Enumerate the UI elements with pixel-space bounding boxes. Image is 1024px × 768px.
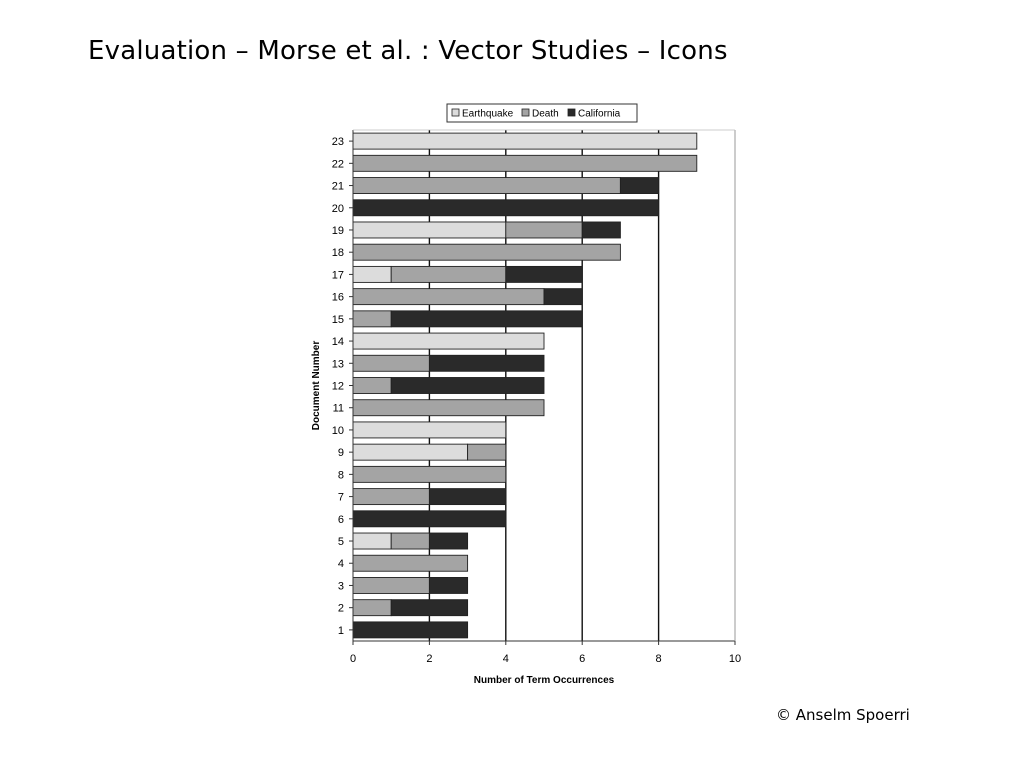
x-tick-label: 8 xyxy=(656,653,662,665)
y-tick-label: 11 xyxy=(333,403,344,415)
bar-segment-earthquake-doc-19 xyxy=(352,221,507,239)
y-axis-label: Document Number xyxy=(311,341,322,431)
y-tick-label: 22 xyxy=(332,158,344,170)
y-tick-label: 13 xyxy=(332,358,344,370)
y-tick-label: 16 xyxy=(332,292,344,304)
y-tick-label: 14 xyxy=(332,336,344,348)
bar-segment-california-doc-15 xyxy=(390,310,583,328)
bar-segment-death-doc-21 xyxy=(352,177,621,194)
y-tick-label: 7 xyxy=(338,492,344,504)
y-tick-label: 1 xyxy=(338,625,344,637)
bar-segment-earthquake-doc-17 xyxy=(352,265,392,283)
bar-segment-california-doc-13 xyxy=(428,354,545,372)
bar-segment-death-doc-4 xyxy=(352,554,469,572)
bar-segment-california-doc-5 xyxy=(428,532,469,550)
bar-segment-california-doc-7 xyxy=(428,488,507,506)
x-tick-label: 2 xyxy=(426,653,432,665)
bar-segment-death-doc-9 xyxy=(467,443,507,461)
bar-segment-california-doc-1 xyxy=(352,621,469,639)
x-axis-label: Number of Term Occurrences xyxy=(474,675,615,686)
legend-swatch-death xyxy=(521,108,530,117)
bar-segment-death-doc-5 xyxy=(390,532,430,550)
y-tick-label: 19 xyxy=(332,225,344,237)
chart-bars xyxy=(352,132,698,639)
y-tick-label: 17 xyxy=(332,269,344,281)
bar-segment-death-doc-19 xyxy=(505,221,583,239)
bar-segment-california-doc-2 xyxy=(390,599,469,617)
bar-segment-california-doc-19 xyxy=(581,221,621,239)
y-tick-label: 20 xyxy=(332,203,344,215)
bar-segment-california-doc-3 xyxy=(428,577,469,594)
bar-segment-earthquake-doc-14 xyxy=(352,332,545,350)
legend-label-california: California xyxy=(578,109,621,120)
x-tick-labels: 0 2 4 6 8 10 xyxy=(350,641,741,665)
stacked-bar-chart: Earthquake Death California 12345678910111… xyxy=(311,103,741,686)
bar-segment-california-doc-16 xyxy=(543,288,583,306)
y-tick-label: 6 xyxy=(338,514,344,526)
legend-box xyxy=(446,103,638,123)
copyright-notice: © Anselm Spoerri xyxy=(776,706,910,724)
bar-segment-death-doc-7 xyxy=(352,488,430,506)
bar-segment-death-doc-11 xyxy=(352,399,545,417)
y-tick-label: 4 xyxy=(338,558,344,570)
bar-segment-california-doc-17 xyxy=(505,265,583,283)
bar-segment-california-doc-20 xyxy=(352,199,660,217)
bar-segment-earthquake-doc-23 xyxy=(352,132,698,150)
y-tick-label: 12 xyxy=(332,381,344,393)
chart-legend: Earthquake Death California xyxy=(446,103,638,123)
bar-segment-earthquake-doc-5 xyxy=(352,532,392,550)
bar-segment-death-doc-22 xyxy=(352,154,698,172)
bar-segment-death-doc-17 xyxy=(390,265,507,283)
bar-segment-california-doc-12 xyxy=(390,377,545,394)
legend-swatch-earthquake xyxy=(451,108,460,117)
chart-axes xyxy=(352,129,736,642)
bar-segment-death-doc-12 xyxy=(352,377,392,394)
y-tick-label: 3 xyxy=(338,580,344,592)
bar-segment-death-doc-13 xyxy=(352,354,430,372)
bar-segment-earthquake-doc-9 xyxy=(352,443,469,461)
bar-segment-death-doc-15 xyxy=(352,310,392,328)
legend-swatch-california xyxy=(567,108,576,117)
y-tick-label: 10 xyxy=(332,425,344,437)
x-tick-label: 6 xyxy=(579,653,585,665)
y-tick-label: 21 xyxy=(332,181,344,193)
x-tick-label: 10 xyxy=(729,653,741,665)
legend-label-death: Death xyxy=(532,109,559,120)
y-tick-label: 15 xyxy=(332,314,344,326)
bar-segment-death-doc-18 xyxy=(352,243,621,261)
bar-segment-death-doc-16 xyxy=(352,288,545,306)
x-tick-label: 0 xyxy=(350,653,356,665)
legend-label-earthquake: Earthquake xyxy=(462,109,514,120)
y-tick-label: 23 xyxy=(332,136,344,148)
y-tick-label: 8 xyxy=(338,469,344,481)
bar-segment-death-doc-8 xyxy=(352,465,507,483)
x-tick-label: 4 xyxy=(503,653,509,665)
bar-segment-earthquake-doc-10 xyxy=(352,421,507,439)
bar-segment-death-doc-3 xyxy=(352,577,430,594)
bar-segment-california-doc-6 xyxy=(352,510,507,528)
y-tick-label: 2 xyxy=(338,603,344,615)
bar-segment-california-doc-21 xyxy=(619,177,660,194)
y-tick-label: 9 xyxy=(338,447,344,459)
bar-segment-death-doc-2 xyxy=(352,599,392,617)
y-tick-label: 5 xyxy=(338,536,344,548)
slide-title: Evaluation – Morse et al. : Vector Studi… xyxy=(88,36,728,66)
y-tick-label: 18 xyxy=(332,247,344,259)
